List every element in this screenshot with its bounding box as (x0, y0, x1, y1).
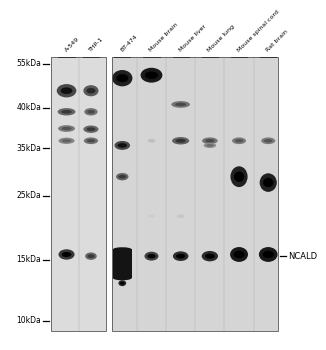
Ellipse shape (87, 139, 95, 142)
Ellipse shape (148, 139, 156, 143)
Bar (112, 57, 278, 331)
Ellipse shape (172, 137, 189, 145)
Ellipse shape (86, 88, 96, 93)
Ellipse shape (58, 125, 75, 132)
Text: Mouse brain: Mouse brain (149, 22, 179, 53)
Ellipse shape (263, 178, 274, 187)
Text: 40kDa: 40kDa (16, 103, 41, 112)
Ellipse shape (116, 173, 128, 180)
Ellipse shape (230, 166, 248, 187)
Text: THP-1: THP-1 (88, 36, 105, 53)
Ellipse shape (113, 247, 132, 252)
Ellipse shape (83, 85, 98, 96)
Ellipse shape (261, 138, 275, 144)
Ellipse shape (58, 138, 75, 144)
Ellipse shape (144, 252, 158, 261)
Ellipse shape (120, 282, 125, 285)
Ellipse shape (62, 252, 71, 257)
Ellipse shape (259, 173, 277, 192)
Ellipse shape (175, 139, 186, 143)
Ellipse shape (202, 251, 218, 261)
Text: Mouse spinal cord: Mouse spinal cord (236, 9, 280, 53)
Ellipse shape (173, 251, 188, 261)
Text: 35kDa: 35kDa (16, 144, 41, 153)
Text: 25kDa: 25kDa (17, 191, 41, 200)
Ellipse shape (205, 139, 215, 142)
Text: Mouse liver: Mouse liver (178, 24, 207, 53)
Ellipse shape (84, 138, 98, 144)
Ellipse shape (62, 139, 71, 142)
Ellipse shape (148, 215, 155, 218)
Ellipse shape (177, 214, 185, 218)
Ellipse shape (176, 254, 185, 259)
Ellipse shape (145, 71, 158, 79)
Text: 55kDa: 55kDa (16, 60, 41, 68)
Ellipse shape (206, 144, 214, 147)
Ellipse shape (61, 127, 72, 130)
Text: 10kDa: 10kDa (17, 316, 41, 325)
Ellipse shape (86, 127, 96, 131)
Ellipse shape (171, 101, 190, 108)
Ellipse shape (119, 175, 126, 178)
Bar (51, 57, 107, 331)
Ellipse shape (57, 84, 76, 97)
Text: BT-474: BT-474 (119, 34, 138, 53)
Ellipse shape (118, 143, 127, 148)
Text: Mouse lung: Mouse lung (207, 24, 236, 53)
Text: 15kDa: 15kDa (17, 255, 41, 264)
Ellipse shape (113, 276, 132, 280)
Ellipse shape (204, 143, 216, 148)
Bar (113, 250, 132, 278)
Ellipse shape (61, 88, 72, 94)
Text: Rat brain: Rat brain (265, 29, 289, 53)
Ellipse shape (259, 247, 277, 262)
Text: NCALD: NCALD (288, 252, 317, 261)
Ellipse shape (175, 103, 186, 106)
Bar (112, 57, 278, 331)
Ellipse shape (264, 139, 273, 142)
Ellipse shape (141, 68, 162, 83)
Ellipse shape (232, 138, 246, 144)
Bar (51, 57, 107, 331)
Ellipse shape (114, 141, 130, 150)
Ellipse shape (85, 252, 97, 260)
Ellipse shape (235, 139, 243, 142)
Ellipse shape (234, 251, 244, 258)
Ellipse shape (202, 138, 218, 144)
Ellipse shape (147, 254, 156, 258)
Ellipse shape (116, 74, 128, 82)
Ellipse shape (84, 108, 98, 116)
Ellipse shape (58, 108, 75, 116)
Ellipse shape (58, 249, 75, 260)
Ellipse shape (87, 110, 95, 114)
Ellipse shape (61, 110, 72, 114)
Ellipse shape (118, 280, 126, 286)
Ellipse shape (263, 251, 274, 258)
Ellipse shape (205, 253, 215, 259)
Text: A-549: A-549 (64, 36, 80, 53)
Ellipse shape (230, 247, 248, 262)
Ellipse shape (87, 254, 95, 258)
Ellipse shape (112, 70, 132, 86)
Ellipse shape (234, 172, 244, 182)
Ellipse shape (83, 126, 98, 133)
